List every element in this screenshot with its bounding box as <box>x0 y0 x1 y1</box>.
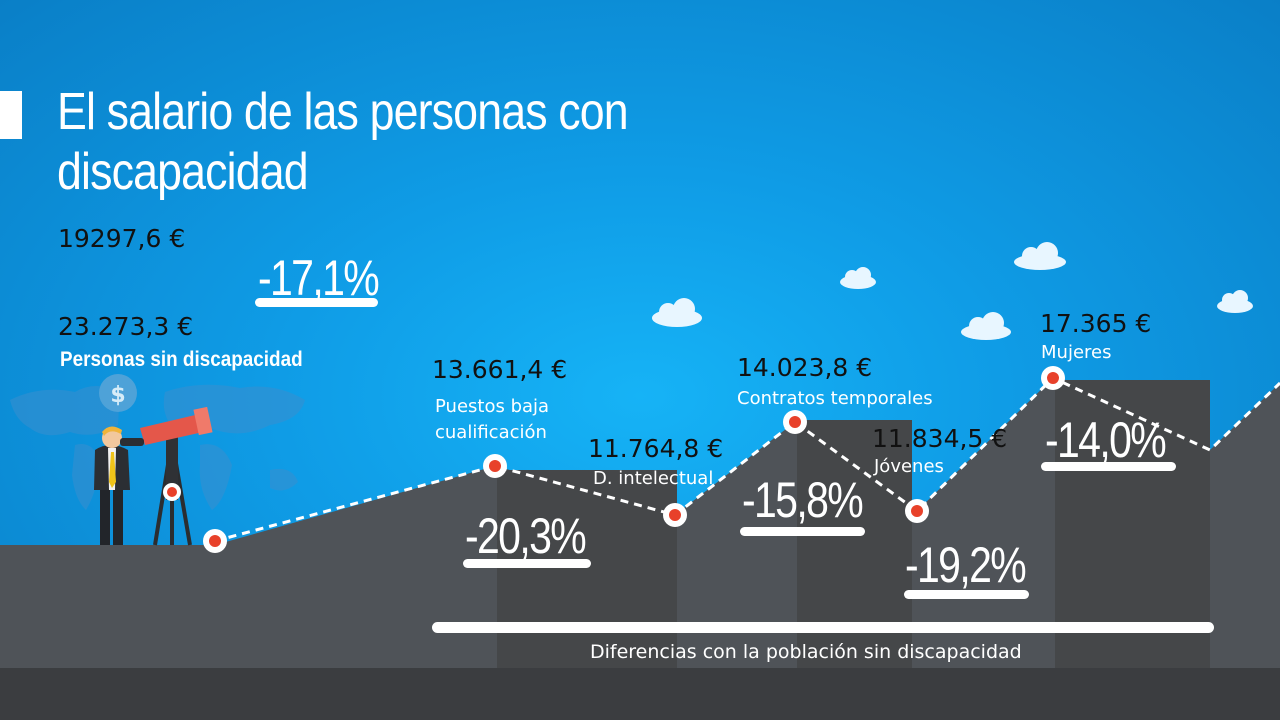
category-label-2: Puestos baja cualificación <box>435 394 565 446</box>
diff-label-4: -15,8% <box>742 472 864 528</box>
category-label-5: Jóvenes <box>874 456 944 477</box>
ground-shadow <box>1055 380 1210 670</box>
diff-underline-4 <box>740 527 865 536</box>
data-point-3 <box>663 503 687 527</box>
cloud-icon <box>1217 290 1253 313</box>
page-title: El salario de las personas con discapaci… <box>57 83 629 201</box>
reference-value: 23.273,3 € <box>58 312 194 341</box>
cloud-icon <box>652 298 702 327</box>
data-point-6 <box>1041 366 1065 390</box>
differences-bar <box>432 622 1214 633</box>
diff-label-6: -14,0% <box>1045 412 1167 468</box>
category-label-6: Mujeres <box>1041 342 1112 363</box>
data-point-1 <box>203 529 227 553</box>
diff-label-1: -17,1% <box>258 250 380 306</box>
category-label-2-text: Puestos baja cualificación <box>435 396 550 443</box>
category-label-3: D. intelectual <box>593 468 714 489</box>
diff-underline-6 <box>1041 462 1176 471</box>
svg-text:$: $ <box>110 383 125 408</box>
businessman-figure <box>94 426 144 545</box>
reference-label: Personas sin discapacidad <box>60 348 303 371</box>
diff-underline-2 <box>463 559 591 568</box>
value-label-6: 17.365 € <box>1040 309 1152 338</box>
diff-underline-1 <box>255 298 378 307</box>
diff-underline-5 <box>904 590 1029 599</box>
value-label-5: 11.834,5 € <box>872 424 1008 453</box>
value-label-3: 11.764,8 € <box>588 434 724 463</box>
clouds <box>652 242 1253 340</box>
cloud-icon <box>840 267 876 289</box>
cloud-icon <box>1014 242 1066 270</box>
telescope-icon <box>140 406 213 546</box>
value-label-2: 13.661,4 € <box>432 355 568 384</box>
diff-label-2: -20,3% <box>465 508 587 564</box>
ground-shadow <box>497 470 677 670</box>
value-label-1: 19297,6 € <box>58 224 186 253</box>
dollar-coin-icon: $ <box>99 374 137 412</box>
differences-label: Diferencias con la población sin discapa… <box>590 641 1022 663</box>
data-point-2 <box>483 454 507 478</box>
salary-line <box>214 376 1280 543</box>
category-label-4: Contratos temporales <box>737 388 933 409</box>
value-label-4: 14.023,8 € <box>737 353 873 382</box>
cloud-icon <box>961 312 1011 340</box>
data-point-4 <box>783 410 807 434</box>
ground-base <box>0 668 1280 720</box>
diff-label-5: -19,2% <box>905 537 1027 593</box>
data-point-5 <box>905 499 929 523</box>
title-accent-bar <box>0 91 22 139</box>
